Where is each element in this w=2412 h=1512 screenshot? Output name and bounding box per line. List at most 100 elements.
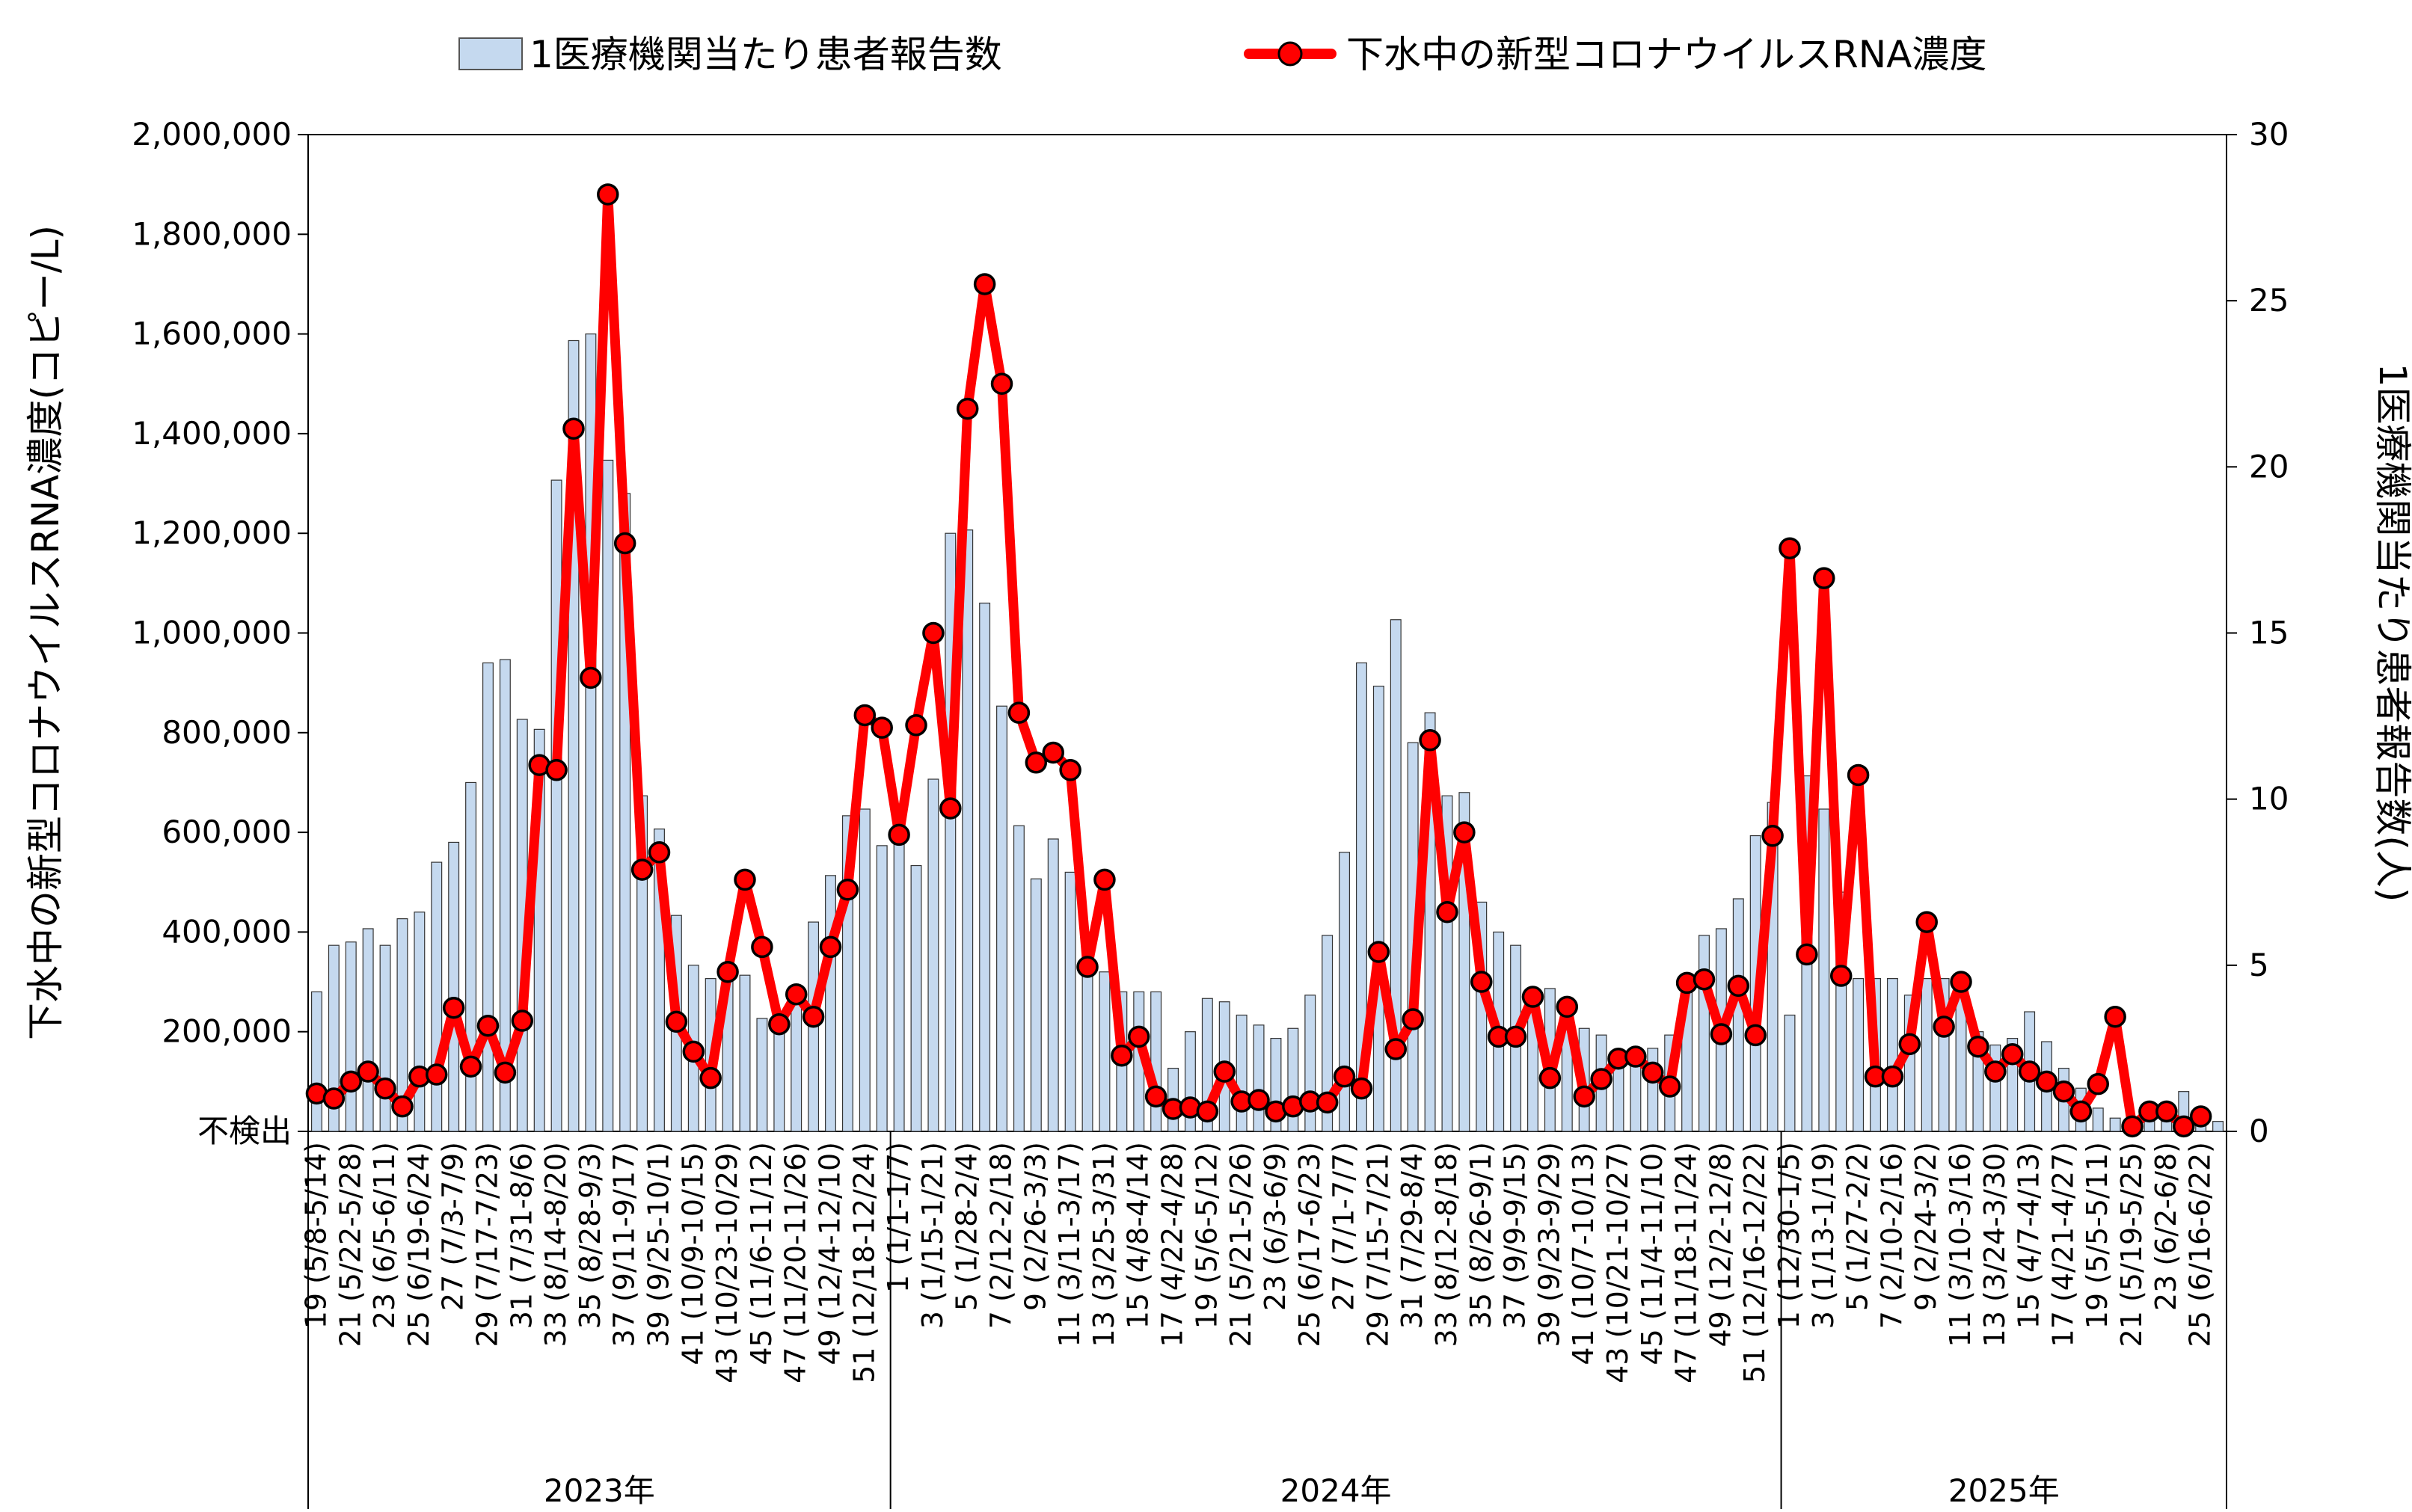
patient-bar: [756, 1018, 768, 1132]
x-tick-label: 5 (1/28-2/4): [951, 1142, 983, 1311]
rna-point: [2052, 1080, 2075, 1103]
y-right-tick-label: 0: [2249, 1113, 2269, 1149]
y-left-tick-label: 1,800,000: [132, 215, 292, 252]
x-tick-label: 21 (5/21-5/26): [1224, 1142, 1257, 1347]
y-left-tick-label: 不検出: [197, 1113, 292, 1149]
rna-line: [311, 189, 2206, 1131]
rna-point: [1898, 1033, 1921, 1056]
x-tick-label: 11 (3/11-3/17): [1053, 1142, 1086, 1347]
x-tick-label: 39 (9/25-10/1): [642, 1142, 675, 1347]
rna-point: [1436, 900, 1458, 924]
patient-bar: [1921, 978, 1933, 1132]
patient-bar: [2144, 1121, 2155, 1132]
patient-bar: [499, 659, 511, 1132]
rna-point: [990, 372, 1013, 395]
patient-bar: [979, 602, 991, 1132]
x-tick-label: 13 (3/25-3/31): [1087, 1142, 1120, 1347]
y-left-tick-label: 1,200,000: [132, 514, 292, 551]
y-right-tick-label: 25: [2249, 282, 2289, 319]
rna-point: [1538, 1066, 1562, 1090]
rna-point: [1829, 965, 1853, 987]
x-tick-label: 25 (6/17-6/23): [1293, 1142, 1326, 1347]
rna-point: [1127, 1025, 1150, 1048]
x-tick-label: 7 (2/10-2/16): [1875, 1142, 1908, 1329]
x-tick-label: 19 (5/8-5/14): [299, 1142, 332, 1329]
patient-bar: [396, 918, 408, 1132]
rna-point: [1658, 1075, 1681, 1098]
x-tick-label: 33 (8/12-8/18): [1430, 1142, 1463, 1347]
rna-point: [1984, 1060, 2007, 1083]
x-tick-label: 37 (9/9-9/15): [1499, 1142, 1532, 1329]
legend-bar-label: 1医療機関当たり患者報告数: [530, 33, 1002, 76]
rna-point: [1007, 701, 1031, 724]
rna-point: [2104, 1005, 2126, 1028]
rna-point: [1590, 1068, 1612, 1090]
x-tick-label: 5 (1/27-2/2): [1841, 1142, 1874, 1311]
rna-point: [871, 716, 893, 739]
rna-point: [1076, 956, 1099, 978]
rna-point: [1384, 1038, 1408, 1060]
rna-point: [939, 797, 962, 820]
x-tick-label: 15 (4/8-4/14): [1122, 1142, 1155, 1329]
patient-bar: [1099, 971, 1111, 1132]
y-left-tick-label: 2,000,000: [132, 116, 292, 153]
rna-point: [1093, 868, 1116, 891]
x-tick-label: 3 (1/15-1/21): [916, 1142, 949, 1329]
rna-point: [716, 960, 739, 983]
patient-bar: [328, 944, 340, 1132]
x-tick-label: 19 (5/5-5/11): [2081, 1142, 2114, 1329]
x-tick-label: 23 (6/2-6/8): [2149, 1142, 2182, 1311]
rna-point: [1453, 821, 1476, 843]
y-left-tick-label: 400,000: [162, 913, 292, 950]
rna-point: [819, 935, 842, 959]
rna-point: [1419, 729, 1441, 752]
x-tick-label: 13 (3/24-3/30): [1978, 1142, 2011, 1347]
legend-bar-swatch: [458, 37, 523, 70]
rna-point: [1744, 1024, 1767, 1047]
rna-point: [630, 858, 654, 881]
x-tick-label: 29 (7/15-7/21): [1361, 1142, 1394, 1347]
patient-bar: [773, 1018, 785, 1132]
rna-point: [905, 714, 927, 737]
rna-point: [785, 983, 808, 1006]
rna-point: [2172, 1115, 2195, 1138]
patient-bar: [2212, 1121, 2224, 1132]
x-tick-label: 45 (11/4-11/10): [1636, 1142, 1669, 1365]
patient-bar: [1355, 662, 1367, 1132]
line-series: [305, 183, 2212, 1138]
rna-point: [1367, 941, 1390, 963]
rna-point: [682, 1040, 705, 1063]
rna-point: [922, 621, 945, 645]
y-right-axis-title: 1医療機関当たり患者報告数(人): [2371, 363, 2412, 903]
x-tick-label: 23 (6/3-6/9): [1259, 1142, 1292, 1311]
y-left-axis-title: 下水中の新型コロナウイルスRNA濃度(コピー/L): [24, 225, 67, 1040]
rna-point: [1761, 825, 1784, 847]
x-tick-label: 39 (9/23-9/29): [1532, 1142, 1565, 1347]
x-tick-label: 9 (2/24-3/2): [1909, 1142, 1942, 1311]
rna-point: [1504, 1025, 1527, 1048]
rna-point: [836, 878, 859, 901]
rna-point: [1573, 1085, 1595, 1108]
rna-point: [1556, 995, 1579, 1018]
patient-bar: [2161, 1121, 2173, 1132]
x-tick-label: 17 (4/22-4/28): [1156, 1142, 1189, 1347]
y-right-tick-label: 10: [2249, 781, 2289, 817]
rna-point: [1727, 974, 1750, 998]
patient-bar: [1698, 935, 1710, 1132]
patient-bar: [1339, 852, 1351, 1132]
rna-point: [1042, 741, 1064, 764]
rna-point: [1350, 1077, 1373, 1100]
rna-point: [1779, 537, 1801, 559]
rna-point: [802, 1005, 825, 1028]
y-left-tick-label: 800,000: [162, 714, 292, 751]
rna-point: [648, 841, 671, 864]
rna-point: [1642, 1061, 1664, 1084]
year-label: 2025年: [1948, 1472, 2060, 1509]
patient-bar: [876, 845, 888, 1132]
patient-bar: [1150, 991, 1162, 1132]
patient-bar: [1390, 619, 1402, 1132]
rna-point: [322, 1087, 346, 1110]
rna-point: [1111, 1044, 1133, 1067]
rna-point: [888, 823, 910, 846]
rna-point: [973, 273, 996, 295]
